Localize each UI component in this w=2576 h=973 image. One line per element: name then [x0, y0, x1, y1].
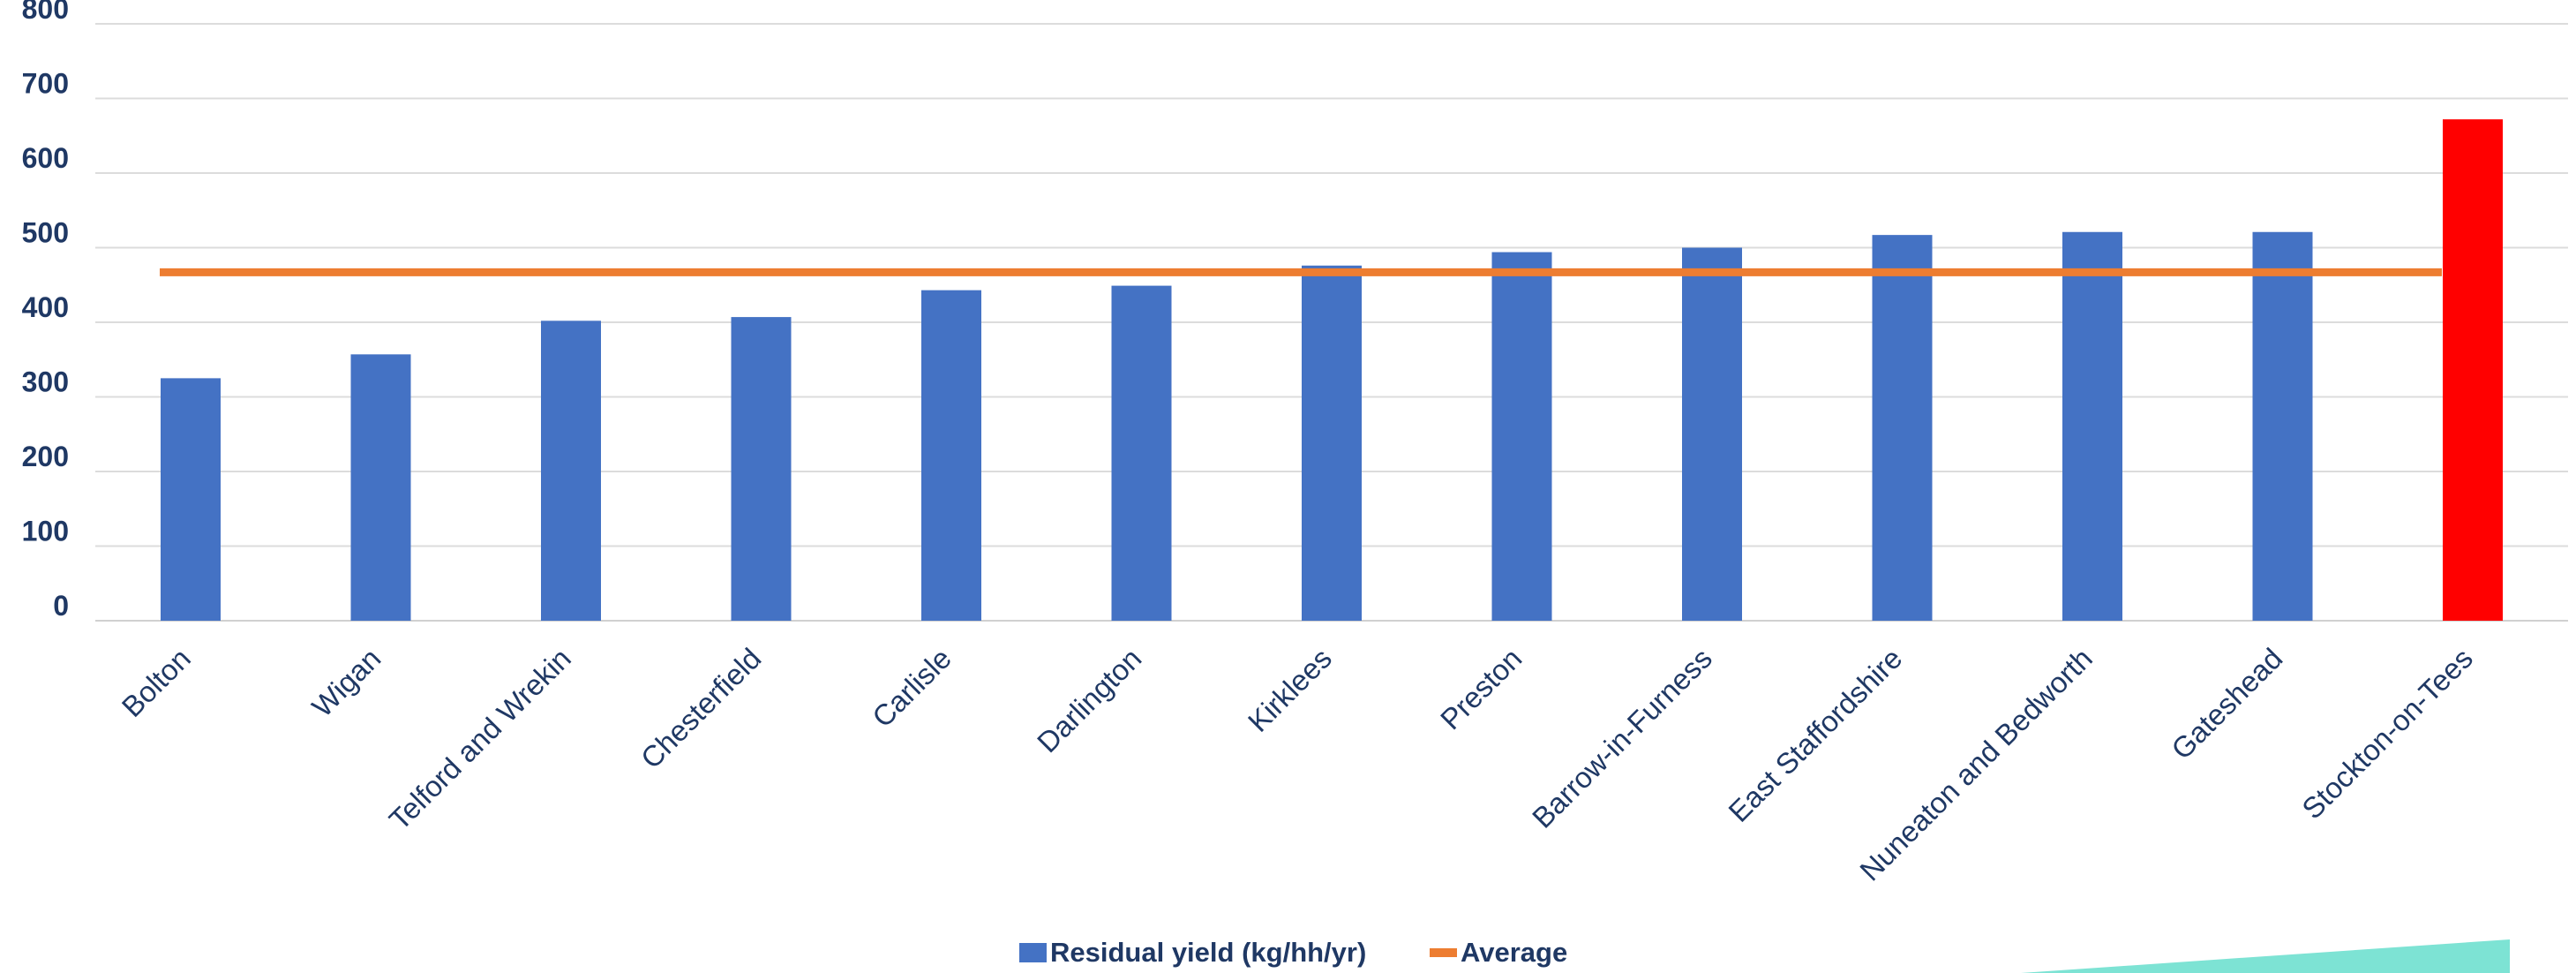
x-tick-label-carlisle: Carlisle — [866, 642, 958, 734]
bar-east-staffordshire — [1872, 235, 1933, 621]
x-tick-label-preston: Preston — [1434, 642, 1528, 736]
bar-barrow-in-furness — [1682, 247, 1742, 621]
x-tick-label-stockton-on-tees: Stockton-on-Tees — [2295, 642, 2479, 826]
legend-label-residual-yield: Residual yield (kg/hh/yr) — [1050, 937, 1366, 968]
y-axis-tick-labels: 0 100 200 300 400 500 600 700 800 — [22, 0, 69, 622]
legend: Residual yield (kg/hh/yr) Average — [1019, 937, 1567, 968]
x-tick-label-chesterfield: Chesterfield — [635, 642, 768, 775]
legend-label-average: Average — [1461, 937, 1567, 968]
bar-telford-and-wrekin — [541, 321, 601, 621]
bar-chesterfield — [731, 317, 792, 621]
bar-carlisle — [921, 290, 981, 621]
x-tick-label-darlington: Darlington — [1031, 642, 1148, 759]
y-tick-label-400: 400 — [22, 291, 69, 323]
y-tick-label-700: 700 — [22, 68, 69, 100]
y-tick-label-800: 800 — [22, 0, 69, 25]
y-tick-label-0: 0 — [53, 590, 69, 622]
bar-gateshead — [2252, 231, 2313, 621]
bar-darlington — [1111, 285, 1172, 621]
y-tick-label-500: 500 — [22, 217, 69, 249]
y-tick-label-300: 300 — [22, 366, 69, 398]
y-tick-label-100: 100 — [22, 516, 69, 547]
x-tick-label-wigan: Wigan — [305, 642, 387, 723]
bar-kirklees — [1302, 265, 1362, 621]
y-tick-label-600: 600 — [22, 142, 69, 174]
bars — [161, 119, 2503, 621]
x-tick-label-gateshead: Gateshead — [2165, 642, 2288, 766]
decorative-accent-shape — [2021, 939, 2510, 973]
legend-swatch-average — [1430, 948, 1457, 957]
bar-preston — [1491, 252, 1552, 621]
legend-swatch-residual-yield — [1019, 943, 1047, 962]
y-tick-label-200: 200 — [22, 441, 69, 472]
x-tick-label-bolton: Bolton — [116, 642, 197, 723]
x-tick-label-kirklees: Kirklees — [1242, 642, 1338, 738]
bar-wigan — [350, 354, 411, 621]
x-tick-label-barrow-in-furness: Barrow-in-Furness — [1526, 642, 1718, 834]
bar-bolton — [161, 378, 221, 621]
x-tick-label-east-staffordshire: East Staffordshire — [1722, 642, 1908, 828]
bar-stockton-on-tees — [2443, 119, 2503, 621]
bar-nuneaton-and-bedworth — [2062, 231, 2122, 621]
x-tick-label-telford-and-wrekin: Telford and Wrekin — [383, 642, 577, 836]
